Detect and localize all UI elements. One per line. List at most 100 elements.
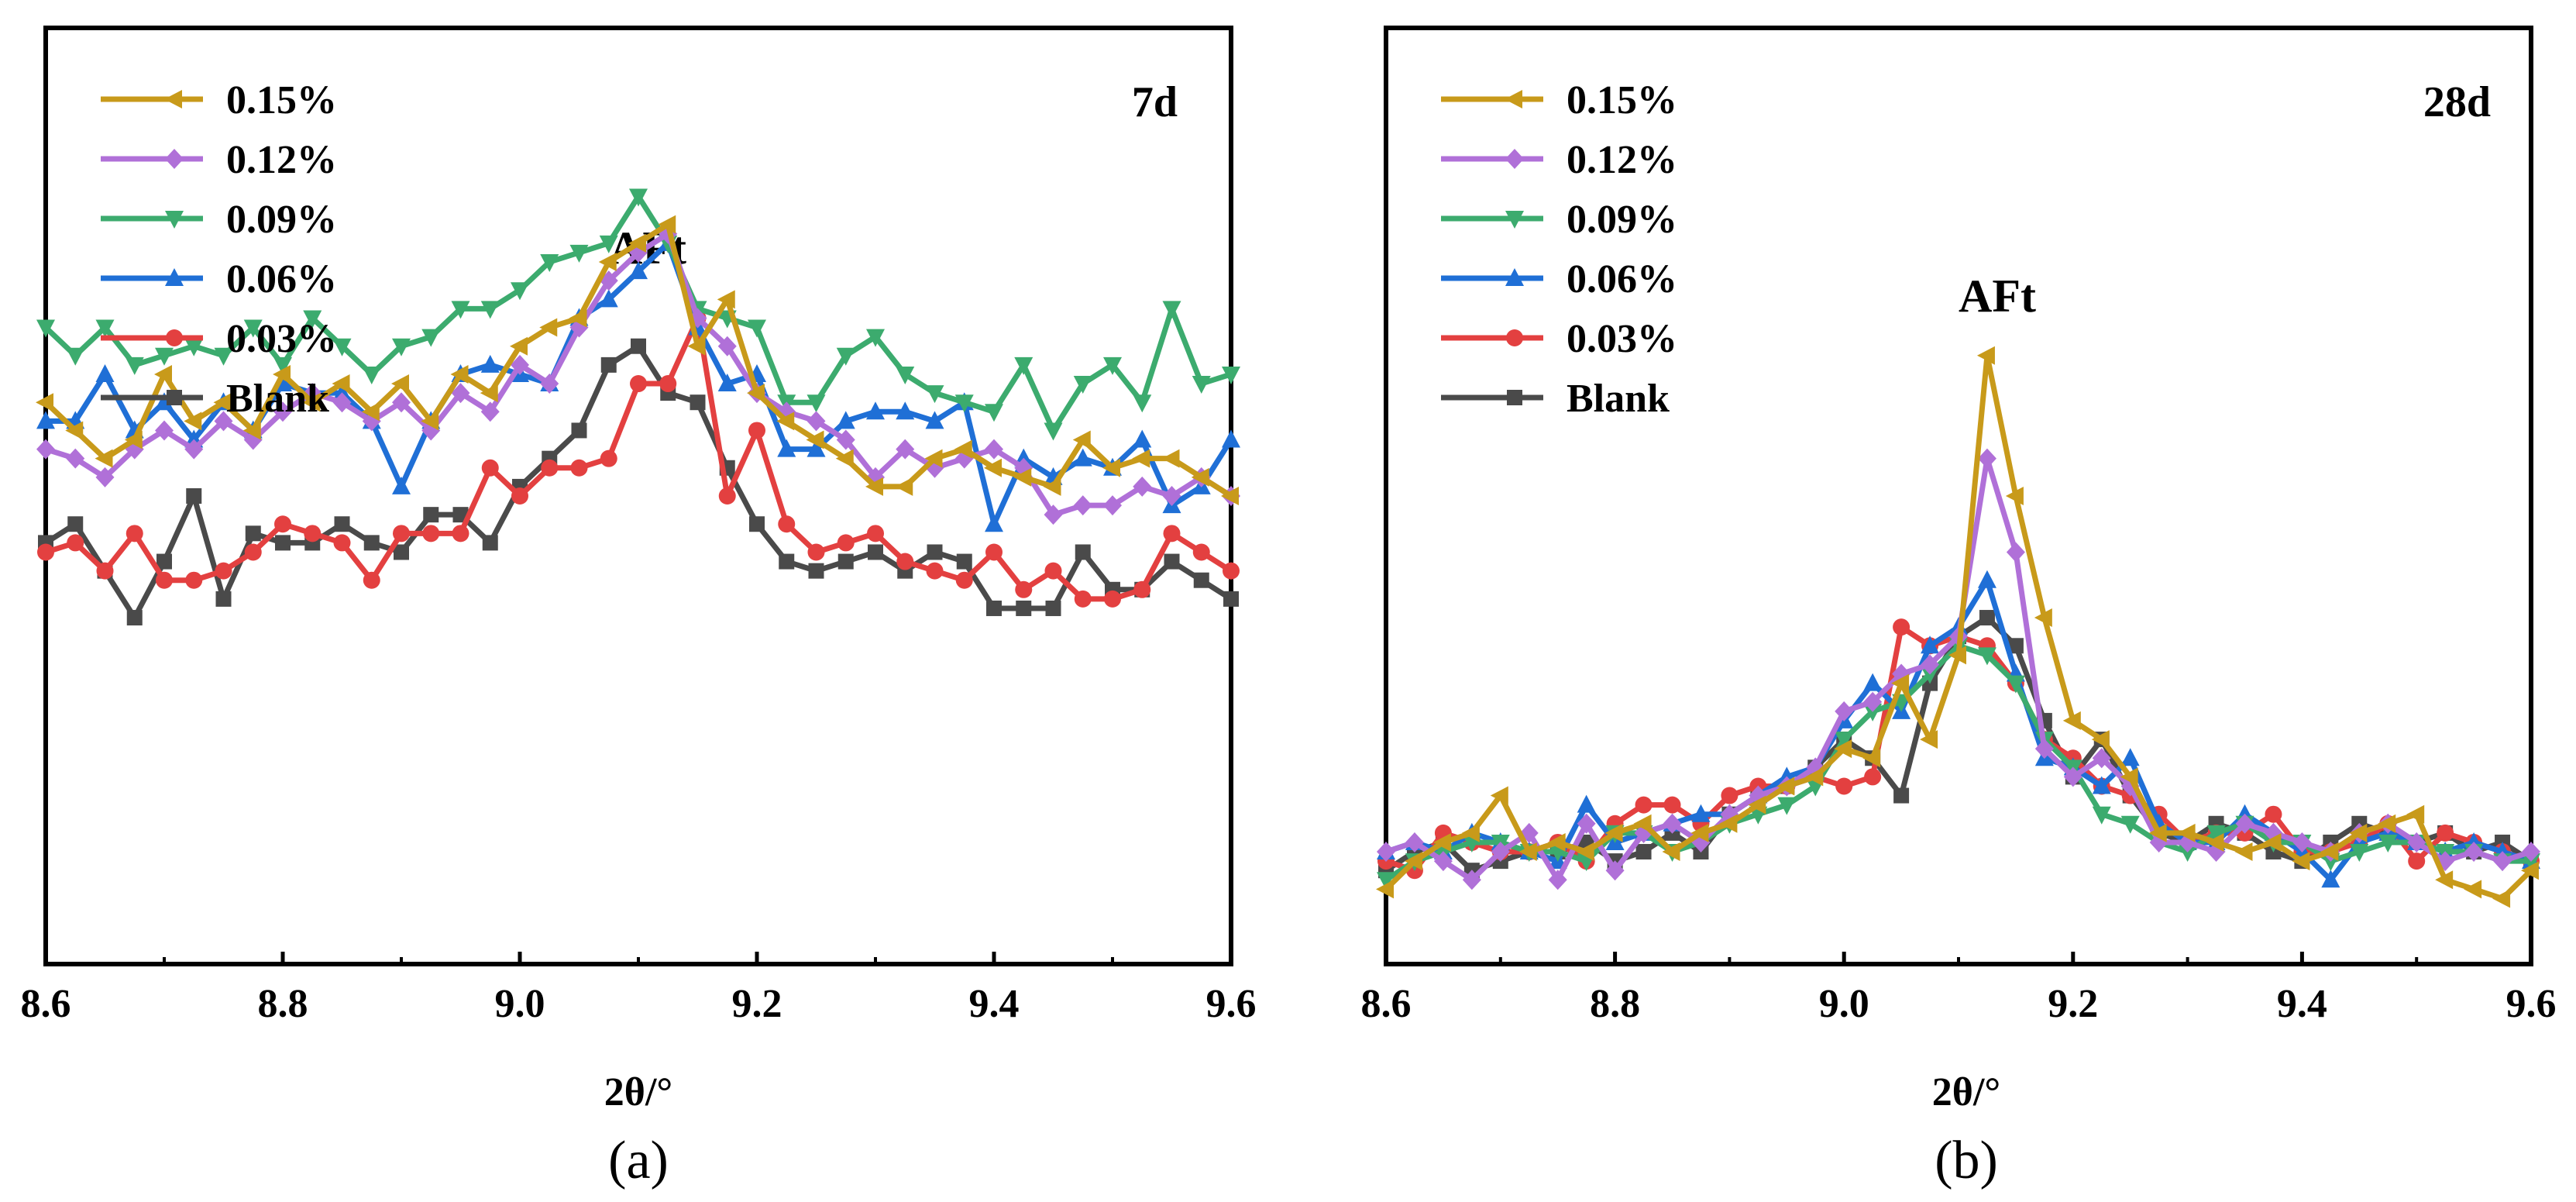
- data-point: [2522, 853, 2540, 872]
- legend-marker: [1505, 90, 1522, 108]
- data-point: [2092, 806, 2111, 825]
- data-point: [807, 411, 826, 432]
- data-point: [214, 347, 233, 366]
- data-point: [1044, 562, 1062, 580]
- data-point: [244, 543, 262, 561]
- data-point: [1948, 646, 1966, 665]
- data-point: [985, 404, 1003, 422]
- series-layer: [1376, 346, 2540, 908]
- data-point: [1920, 730, 1938, 749]
- data-point: [1404, 852, 1422, 871]
- data-point: [1222, 429, 1240, 448]
- data-point: [451, 383, 470, 404]
- data-point: [808, 563, 824, 579]
- data-point: [1921, 654, 1940, 675]
- data-point: [480, 401, 500, 422]
- data-point: [392, 338, 411, 356]
- data-point: [896, 401, 915, 420]
- data-point: [36, 411, 55, 429]
- legend-label: 0.03%: [1567, 317, 1677, 361]
- data-point: [1835, 777, 1853, 795]
- data-point: [422, 525, 440, 542]
- data-point: [2120, 748, 2140, 766]
- data-point: [895, 477, 913, 496]
- series-layer: [36, 188, 1240, 626]
- data-point: [2406, 804, 2425, 824]
- data-point: [925, 411, 944, 429]
- data-point: [1075, 544, 1091, 560]
- data-point: [1576, 842, 1594, 862]
- legend-entry: 0.06%: [1441, 257, 1677, 301]
- data-point: [2292, 832, 2312, 852]
- data-point: [37, 543, 54, 561]
- data-point: [332, 374, 350, 394]
- data-point: [66, 347, 85, 366]
- legend-marker: [167, 390, 182, 405]
- x-tick-label: 9.2: [2048, 982, 2098, 1026]
- data-point: [1863, 703, 1883, 722]
- data-point: [1862, 749, 1881, 768]
- data-point: [1221, 487, 1239, 505]
- data-point: [1863, 691, 1883, 712]
- data-point: [748, 319, 766, 338]
- legend-entry: 0.06%: [101, 257, 337, 301]
- data-point: [2350, 844, 2369, 863]
- data-point: [1977, 647, 1996, 666]
- data-point: [1193, 572, 1209, 588]
- panel-label: (a): [608, 1131, 669, 1190]
- data-point: [1133, 580, 1151, 598]
- data-point: [1893, 618, 1911, 636]
- data-point: [482, 535, 498, 551]
- data-point: [2464, 842, 2484, 863]
- data-point: [1073, 448, 1092, 467]
- data-point: [2006, 675, 2025, 694]
- data-point: [1805, 767, 1824, 787]
- legend-label: 0.12%: [226, 138, 337, 182]
- data-point: [1045, 600, 1061, 616]
- legend-label: 0.06%: [226, 257, 337, 301]
- data-point: [1103, 356, 1122, 375]
- data-point: [450, 364, 469, 384]
- legend-entry: 0.09%: [101, 198, 337, 242]
- data-point: [2378, 834, 2398, 852]
- data-point: [66, 448, 85, 469]
- panel-tag: 28d: [2423, 78, 2491, 126]
- data-point: [1604, 823, 1623, 842]
- data-point: [2522, 842, 2540, 863]
- legend-label: 0.15%: [1567, 78, 1677, 122]
- data-point: [421, 412, 439, 431]
- panel-tag: 7d: [1132, 78, 1178, 126]
- data-point: [835, 449, 854, 468]
- legend-label: 0.15%: [226, 78, 337, 122]
- data-point: [1073, 376, 1092, 394]
- data-point: [95, 319, 115, 338]
- data-point: [393, 525, 410, 542]
- data-point: [2063, 766, 2082, 787]
- data-point: [599, 235, 618, 253]
- data-point: [1133, 429, 1152, 448]
- data-point: [867, 525, 884, 542]
- data-point: [2320, 842, 2339, 862]
- data-point: [1893, 787, 1910, 804]
- data-point: [1162, 301, 1181, 319]
- data-point: [36, 439, 55, 460]
- data-point: [2493, 851, 2512, 872]
- legend-marker: [1506, 329, 1523, 346]
- data-point: [1104, 590, 1121, 608]
- data-point: [1891, 673, 1910, 693]
- series-0-03pct: [37, 309, 1240, 608]
- data-point: [1748, 795, 1766, 815]
- data-point: [1223, 562, 1240, 580]
- legend-marker: [1505, 211, 1524, 229]
- data-point: [394, 544, 409, 560]
- legend-marker: [1505, 149, 1524, 169]
- legend-label: 0.06%: [1567, 257, 1677, 301]
- data-point: [1777, 797, 1797, 815]
- data-point: [1016, 600, 1032, 616]
- data-point: [540, 374, 559, 394]
- data-point: [1605, 860, 1625, 881]
- data-point: [215, 591, 232, 607]
- data-point: [1191, 467, 1209, 487]
- data-point: [2408, 852, 2426, 870]
